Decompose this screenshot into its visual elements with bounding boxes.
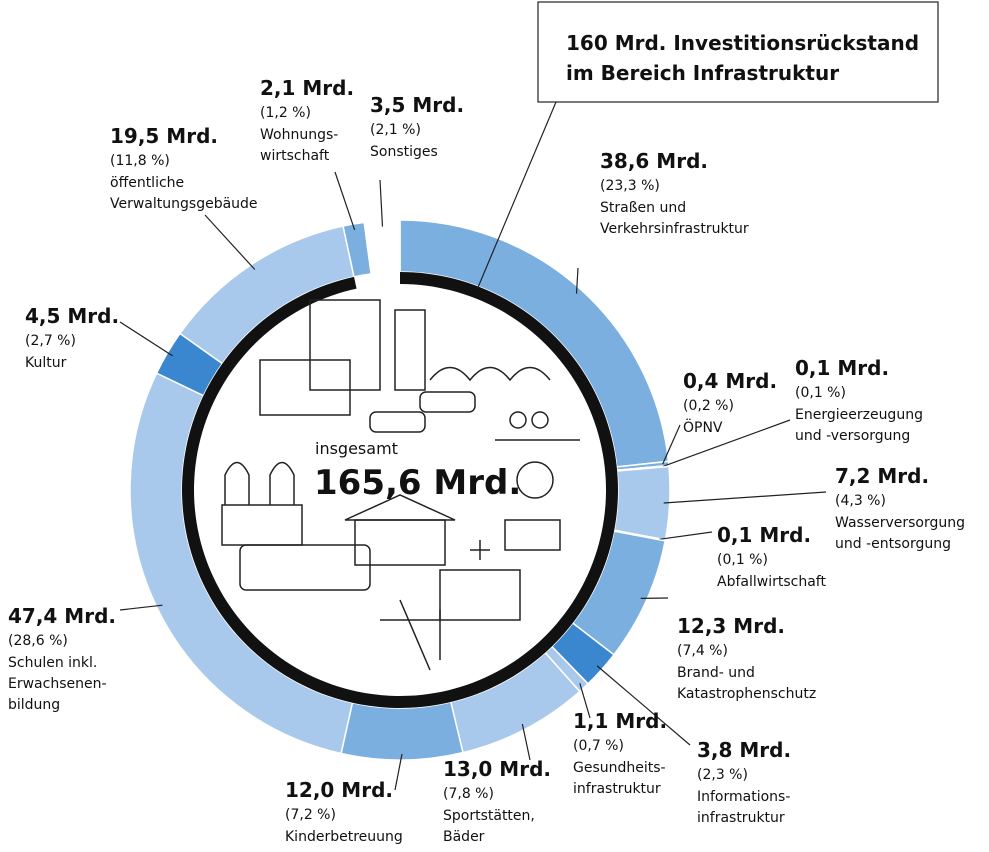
category-label: bildung bbox=[8, 697, 60, 713]
segment bbox=[130, 373, 352, 753]
value-label: 12,3 Mrd. bbox=[677, 614, 785, 638]
center-caption: insgesamt bbox=[315, 439, 398, 458]
category-label: Verwaltungsgebäude bbox=[110, 196, 258, 212]
value-label: 19,5 Mrd. bbox=[110, 124, 218, 148]
value-label: 47,4 Mrd. bbox=[8, 604, 116, 628]
category-label: Gesundheits- bbox=[573, 760, 666, 776]
category-label: Verkehrsinfrastruktur bbox=[600, 221, 749, 237]
value-label: 1,1 Mrd. bbox=[573, 709, 667, 733]
value-label: 0,1 Mrd. bbox=[795, 356, 889, 380]
percent-label: (7,2 %) bbox=[285, 807, 336, 823]
value-label: 7,2 Mrd. bbox=[835, 464, 929, 488]
percent-label: (0,7 %) bbox=[573, 738, 624, 754]
value-label: 0,4 Mrd. bbox=[683, 369, 777, 393]
percent-label: (0,1 %) bbox=[717, 552, 768, 568]
category-label: und -entsorgung bbox=[835, 536, 951, 552]
leader-line bbox=[335, 172, 355, 230]
percent-label: (2,1 %) bbox=[370, 122, 421, 138]
value-label: 0,1 Mrd. bbox=[717, 523, 811, 547]
percent-label: (0,1 %) bbox=[795, 385, 846, 401]
center-total: 165,6 Mrd. bbox=[314, 463, 521, 503]
segment bbox=[341, 702, 463, 760]
value-label: 3,5 Mrd. bbox=[370, 93, 464, 117]
value-label: 12,0 Mrd. bbox=[285, 778, 393, 802]
annotation-line: 160 Mrd. Investitionsrückstand bbox=[566, 31, 919, 55]
category-label: Wasserversorgung bbox=[835, 515, 965, 531]
category-label: Kinderbetreuung bbox=[285, 829, 403, 845]
category-label: Brand- und bbox=[677, 665, 755, 681]
category-label: wirtschaft bbox=[260, 148, 330, 164]
leader-line bbox=[380, 180, 382, 227]
percent-label: (7,8 %) bbox=[443, 786, 494, 802]
segment bbox=[614, 466, 670, 539]
value-label: 3,8 Mrd. bbox=[697, 738, 791, 762]
value-label: 38,6 Mrd. bbox=[600, 149, 708, 173]
percent-label: (2,7 %) bbox=[25, 333, 76, 349]
category-label: und -versorgung bbox=[795, 428, 910, 444]
category-label: Bäder bbox=[443, 829, 485, 845]
leader-line bbox=[205, 215, 255, 270]
percent-label: (0,2 %) bbox=[683, 398, 734, 414]
category-label: Informations- bbox=[697, 789, 790, 805]
segment bbox=[364, 220, 400, 274]
category-label: Straßen und bbox=[600, 200, 686, 216]
percent-label: (23,3 %) bbox=[600, 178, 660, 194]
percent-label: (11,8 %) bbox=[110, 153, 170, 169]
category-label: Sportstätten, bbox=[443, 808, 535, 824]
percent-label: (2,3 %) bbox=[697, 767, 748, 783]
category-label: Katastrophenschutz bbox=[677, 686, 816, 702]
value-label: 13,0 Mrd. bbox=[443, 757, 551, 781]
value-label: 2,1 Mrd. bbox=[260, 76, 354, 100]
category-label: Schulen inkl. bbox=[8, 655, 97, 671]
percent-label: (1,2 %) bbox=[260, 105, 311, 121]
annotation-line: im Bereich Infrastruktur bbox=[566, 61, 839, 85]
percent-label: (4,3 %) bbox=[835, 493, 886, 509]
category-label: Abfallwirtschaft bbox=[717, 574, 826, 590]
category-label: Wohnungs- bbox=[260, 127, 338, 143]
annotation-dot bbox=[472, 288, 480, 296]
leader-line bbox=[120, 322, 173, 356]
leader-line bbox=[120, 605, 162, 610]
category-label: Energieerzeugung bbox=[795, 407, 923, 423]
leader-line bbox=[663, 420, 790, 466]
leader-line bbox=[664, 492, 826, 503]
donut: 38,6 Mrd. (23,3 %) Straßen und Verkehrsinfr… bbox=[8, 76, 965, 845]
category-label: infrastruktur bbox=[573, 781, 661, 797]
value-label: 4,5 Mrd. bbox=[25, 304, 119, 328]
segment bbox=[400, 220, 668, 467]
category-label: Sonstiges bbox=[370, 144, 438, 160]
percent-label: (28,6 %) bbox=[8, 633, 68, 649]
category-label: Erwachsenen- bbox=[8, 676, 107, 692]
category-label: Kultur bbox=[25, 355, 67, 371]
category-label: öffentliche bbox=[110, 175, 184, 191]
category-label: ÖPNV bbox=[683, 418, 723, 436]
category-label: infrastruktur bbox=[697, 810, 785, 826]
percent-label: (7,4 %) bbox=[677, 643, 728, 659]
